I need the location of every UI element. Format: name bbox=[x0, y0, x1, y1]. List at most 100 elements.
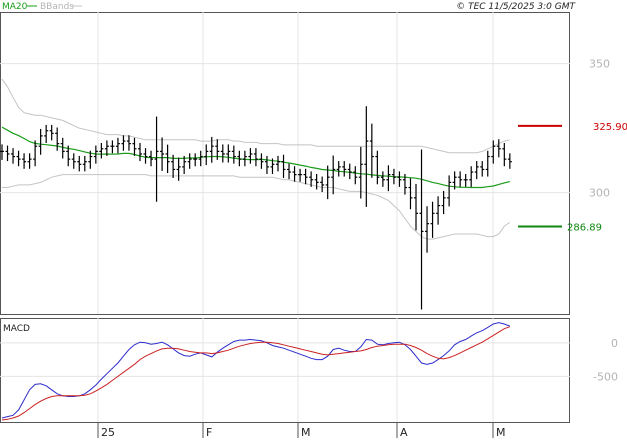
month-axis: 25 F M A M bbox=[97, 422, 506, 439]
ohlc-bar bbox=[193, 153, 198, 167]
ohlc-bar bbox=[408, 178, 413, 210]
legend-bbands: BBands bbox=[40, 2, 74, 12]
ohlc-bar bbox=[414, 183, 418, 231]
ohlc-bar bbox=[292, 166, 297, 182]
macd-tick-label: -500 bbox=[593, 370, 618, 383]
ohlc-bar bbox=[496, 139, 501, 158]
ohlc-bar bbox=[309, 171, 314, 187]
ohlc-bar bbox=[27, 153, 32, 169]
ohlc-bar bbox=[336, 161, 341, 177]
ohlc-bar bbox=[165, 144, 170, 174]
price-tick-label: 350 bbox=[589, 58, 610, 71]
ohlc-bar bbox=[364, 106, 369, 207]
ohlc-bar bbox=[16, 150, 21, 167]
ohlc-bar bbox=[149, 150, 154, 167]
price-tick-label: 300 bbox=[589, 187, 610, 200]
ohlc-bar bbox=[22, 153, 27, 169]
ohlc-bar bbox=[347, 163, 352, 180]
ohlc-bar bbox=[391, 168, 396, 185]
ohlc-bar bbox=[55, 127, 60, 151]
price-grid bbox=[0, 63, 570, 194]
ohlc-bar bbox=[154, 116, 159, 202]
price-axis: 300 350 bbox=[589, 58, 610, 200]
ohlc-bar bbox=[507, 153, 512, 169]
ohlc-bar bbox=[121, 135, 126, 151]
macd-grid bbox=[0, 342, 570, 377]
ohlc-bar bbox=[463, 173, 468, 187]
ohlc-bar bbox=[198, 150, 203, 167]
ohlc-bar bbox=[132, 137, 137, 156]
ohlc-bar bbox=[320, 176, 325, 193]
ohlc-bar bbox=[441, 190, 446, 215]
support-label: 286.89 bbox=[567, 223, 602, 234]
ohlc-bar bbox=[248, 148, 253, 164]
ohlc-bar bbox=[469, 166, 474, 187]
macd-title: MACD bbox=[3, 324, 30, 334]
ohlc-bar bbox=[281, 154, 286, 178]
ohlc-bar bbox=[138, 142, 142, 162]
ohlc-bar bbox=[0, 144, 4, 160]
ohlc-bar bbox=[419, 149, 424, 310]
ohlc-bar bbox=[342, 161, 347, 177]
macd-panel bbox=[0, 318, 570, 423]
ohlc-bar bbox=[44, 124, 49, 143]
ohlc-bar bbox=[237, 150, 242, 167]
ohlc-bar bbox=[115, 137, 120, 154]
ohlc-bar bbox=[160, 137, 165, 172]
ohlc-bar bbox=[458, 171, 463, 187]
ohlc-bar bbox=[287, 163, 292, 180]
ohlc-bar bbox=[314, 173, 319, 190]
ohlc-bar bbox=[93, 145, 98, 164]
macd-tick-label: 0 bbox=[611, 337, 618, 350]
ohlc-bar bbox=[358, 146, 363, 199]
ohlc-bar bbox=[425, 206, 430, 253]
ohlc-bar bbox=[353, 166, 358, 185]
ohlc-bar bbox=[325, 165, 330, 200]
ohlc-bar bbox=[270, 158, 275, 174]
ohlc-bar bbox=[480, 161, 485, 177]
ohlc-bar bbox=[88, 150, 93, 169]
ohlc-bar bbox=[99, 142, 104, 159]
ohlc-bar bbox=[187, 153, 192, 169]
price-bars bbox=[0, 106, 512, 310]
ohlc-bar bbox=[264, 155, 269, 174]
ohlc-bar bbox=[215, 139, 220, 160]
ohlc-bar bbox=[33, 140, 38, 167]
month-label: M bbox=[496, 426, 506, 439]
ohlc-bar bbox=[226, 144, 231, 163]
month-label: 25 bbox=[101, 426, 115, 439]
signal-line bbox=[1, 326, 510, 421]
ohlc-bar bbox=[430, 201, 435, 238]
macd-line bbox=[1, 322, 510, 419]
ohlc-bar bbox=[452, 171, 457, 190]
ohlc-bar bbox=[397, 171, 402, 187]
ohlc-bar bbox=[303, 168, 308, 185]
ohlc-bar bbox=[38, 128, 43, 155]
ohlc-bar bbox=[49, 124, 54, 141]
resistance-label: 325.90 bbox=[593, 122, 627, 133]
ohlc-bar bbox=[171, 154, 176, 178]
month-label: F bbox=[206, 426, 212, 439]
ohlc-bar bbox=[298, 168, 303, 182]
ohlc-bar bbox=[485, 150, 490, 177]
price-panel bbox=[0, 12, 570, 315]
ohlc-bar bbox=[110, 140, 115, 154]
ohlc-bar bbox=[253, 148, 258, 167]
macd-axis: 0 -500 bbox=[593, 337, 618, 384]
copyright-label: © TEC 11/5/2025 3:0 GMT bbox=[456, 2, 576, 12]
ohlc-bar bbox=[209, 136, 214, 163]
ohlc-bar bbox=[502, 142, 507, 167]
ohlc-bar bbox=[5, 145, 10, 162]
ohlc-bar bbox=[474, 161, 479, 180]
ohlc-bar bbox=[375, 150, 380, 185]
month-label: A bbox=[400, 426, 408, 439]
ohlc-bar bbox=[126, 135, 131, 151]
ohlc-bar bbox=[386, 165, 391, 192]
ohlc-bar bbox=[380, 171, 385, 187]
ohlc-bar bbox=[204, 144, 209, 166]
ohlc-bar bbox=[276, 155, 280, 172]
ohlc-bar bbox=[259, 153, 264, 169]
ohlc-bar bbox=[242, 150, 247, 167]
ohlc-bar bbox=[331, 155, 336, 195]
